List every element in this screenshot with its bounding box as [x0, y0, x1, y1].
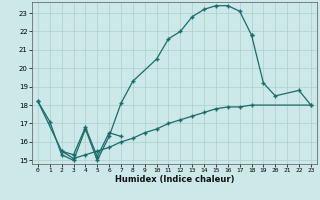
X-axis label: Humidex (Indice chaleur): Humidex (Indice chaleur) — [115, 175, 234, 184]
